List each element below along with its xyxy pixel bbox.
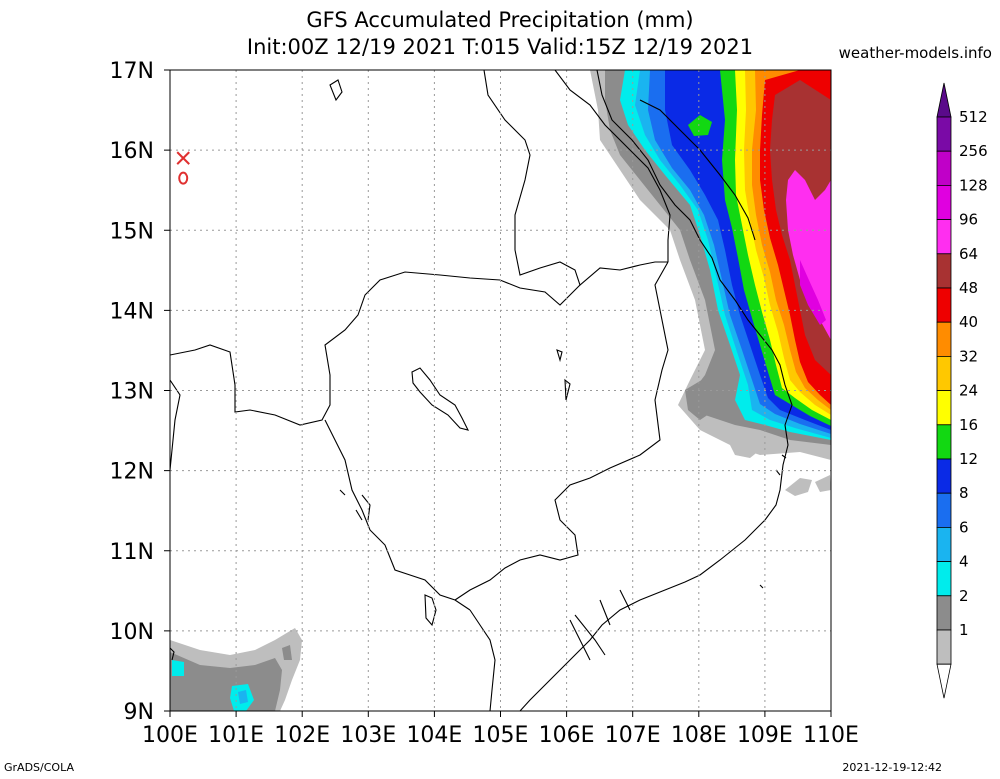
legend-label: 6 — [959, 518, 969, 536]
lon-tick-label: 104E — [406, 723, 462, 748]
border-laos-thailand-north — [483, 70, 668, 286]
legend-label: 64 — [959, 245, 978, 263]
precip-1mm-blob-east — [785, 475, 831, 496]
country-borders — [170, 70, 793, 711]
chart-subtitle: Init:00Z 12/19 2021 T:015 Valid:15Z 12/1… — [246, 35, 754, 59]
lat-tick-label: 12N — [110, 460, 154, 485]
legend-swatch — [936, 629, 952, 665]
legend-swatch — [936, 492, 952, 528]
lat-tick-label: 11N — [110, 540, 154, 565]
legend-label: 16 — [959, 416, 978, 434]
precip-2mm-blob-east — [685, 378, 718, 420]
legend-swatch — [936, 219, 952, 255]
precip-sw-2mm-spot — [282, 645, 292, 660]
lon-tick-label: 107E — [605, 723, 661, 748]
legend-label: 32 — [959, 347, 978, 365]
precip-96mm-area — [786, 170, 831, 340]
lon-tick-label: 106E — [539, 723, 595, 748]
legend-label: 128 — [959, 176, 988, 194]
lon-tick-label: 102E — [274, 723, 330, 748]
precip-sw-4mm-a — [172, 660, 184, 676]
lat-tick-label: 14N — [110, 299, 154, 324]
legend-bottom-arrow — [936, 663, 952, 699]
islands-coast-gulf — [339, 489, 371, 521]
lat-tick-label: 10N — [110, 620, 154, 645]
legend-swatch — [936, 355, 952, 391]
border-cambodia-vietnam — [454, 261, 669, 601]
river-delta — [569, 589, 631, 661]
marker-o — [178, 171, 189, 185]
coast-gulf-south — [469, 609, 496, 711]
latitude-labels: 17N 16N 15N 14N 13N 12N 11N 10N 9N — [110, 59, 170, 725]
legend-swatch — [936, 527, 952, 563]
precip-16mm-spot — [688, 115, 712, 136]
footer-timestamp: 2021-12-19-12:42 — [842, 761, 942, 774]
precip-sw-6mm — [238, 690, 248, 704]
lon-tick-label: 105E — [473, 723, 529, 748]
legend-label: 1 — [959, 621, 969, 639]
coast-vietnam-east — [519, 70, 793, 711]
legend-label: 8 — [959, 484, 969, 502]
legend-swatch — [936, 561, 952, 597]
lat-tick-label: 13N — [110, 380, 154, 405]
border-thailand-cambodia — [170, 271, 581, 426]
lon-tick-label: 108E — [671, 723, 727, 748]
precip-shading — [170, 70, 831, 711]
precip-sw-2mm — [170, 652, 282, 711]
marker-x — [176, 151, 190, 165]
border-thailand-coast-west — [324, 419, 471, 611]
lake-tonle-sap — [411, 367, 470, 431]
legend-swatch — [936, 595, 952, 631]
coast-vietnam-north — [639, 99, 756, 241]
lat-tick-label: 16N — [110, 139, 154, 164]
lat-tick-label: 17N — [110, 59, 154, 84]
lon-tick-label: 103E — [340, 723, 396, 748]
lon-tick-label: 109E — [737, 723, 793, 748]
legend-swatch — [936, 390, 952, 426]
grid-lines — [170, 70, 831, 711]
precip-1mm-blob-coast — [730, 440, 760, 458]
legend-label: 256 — [959, 142, 988, 160]
markers — [176, 151, 190, 185]
longitude-labels: 100E 101E 102E 103E 104E 105E 106E 107E 108E 109E… — [142, 711, 859, 748]
legend-label: 48 — [959, 279, 978, 297]
footer-credit: GrADS/COLA — [4, 761, 74, 774]
lat-tick-label: 15N — [110, 219, 154, 244]
legend-swatch — [936, 150, 952, 186]
chart-title: GFS Accumulated Precipitation (mm) — [306, 8, 694, 32]
legend-swatch — [936, 458, 952, 494]
islands-sw — [170, 647, 175, 661]
legend-label: 4 — [959, 553, 969, 571]
lake-small — [556, 349, 571, 401]
precip-128mm-area — [800, 260, 826, 325]
legend-swatch — [936, 184, 952, 220]
border-laos-vietnam — [554, 70, 671, 262]
legend-label: 2 — [959, 587, 969, 605]
legend-label: 12 — [959, 450, 978, 468]
coast-thailand-gulf — [170, 379, 181, 471]
lon-tick-label: 100E — [142, 723, 198, 748]
legend-label: 96 — [959, 211, 978, 229]
legend-swatch — [936, 116, 952, 152]
legend-swatch — [936, 424, 952, 460]
legend-swatch — [936, 253, 952, 289]
lat-tick-label: 9N — [124, 700, 154, 725]
legend-label: 40 — [959, 313, 978, 331]
lon-tick-label: 101E — [208, 723, 264, 748]
islands-north — [329, 79, 343, 102]
legend-label: 512 — [959, 108, 988, 126]
legend-swatch — [936, 321, 952, 357]
lon-tick-label: 110E — [803, 723, 859, 748]
site-credit: weather-models.info — [838, 44, 992, 62]
legend-swatch — [936, 287, 952, 323]
legend-top-arrow — [936, 82, 952, 118]
legend-label: 24 — [959, 382, 978, 400]
